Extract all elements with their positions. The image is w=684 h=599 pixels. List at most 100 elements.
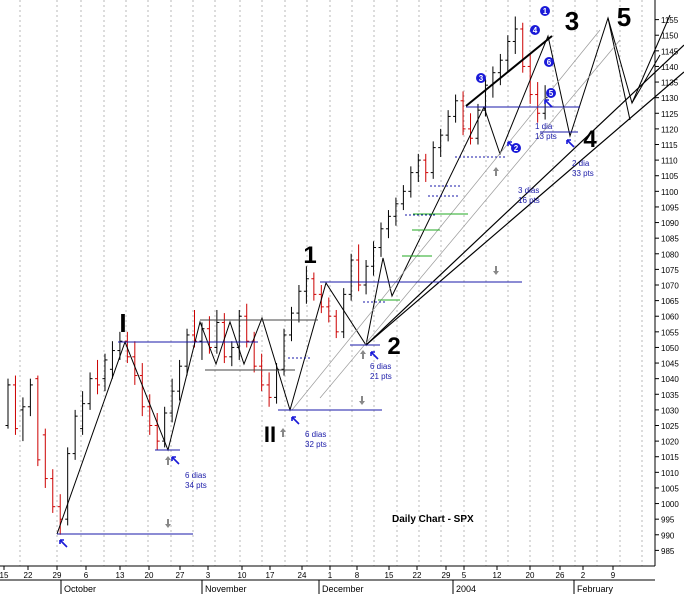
month-label-year-2004: 2004 <box>456 584 476 594</box>
circled-wave-text-3: 3 <box>479 74 484 83</box>
x-tick-label-6: 27 <box>176 571 185 580</box>
y-tick-label-26: 1115 <box>661 141 678 150</box>
y-tick-label-3: 1000 <box>661 500 679 509</box>
pointer-arrow-5 <box>544 99 553 108</box>
annotation-days-1: 6 dias <box>305 430 326 439</box>
trend-line-thin-b <box>319 39 621 399</box>
annotation-days-2: 6 dias <box>370 362 391 371</box>
y-tick-label-7: 1020 <box>661 438 679 447</box>
y-tick-label-18: 1075 <box>661 266 679 275</box>
y-tick-label-34: 1155 <box>661 16 679 25</box>
x-tick-label-15: 29 <box>442 571 451 580</box>
x-tick-label-17: 12 <box>493 571 502 580</box>
signal-arrow-up-5 <box>493 167 499 176</box>
y-tick-label-30: 1135 <box>661 79 679 88</box>
x-tick-label-9: 17 <box>266 571 275 580</box>
y-tick-label-21: 1090 <box>661 219 679 228</box>
x-tick-label-7: 3 <box>206 571 211 580</box>
y-tick-label-29: 1130 <box>661 94 679 103</box>
signal-arrow-down-4 <box>359 396 365 405</box>
x-tick-label-18: 20 <box>526 571 535 580</box>
x-tick-label-0: 15 <box>0 571 9 580</box>
annotation-points-5: 33 pts <box>572 169 594 178</box>
wave-label-2: II <box>264 422 276 447</box>
trend-line-thin-a <box>291 29 601 411</box>
y-tick-label-19: 1080 <box>661 250 679 259</box>
month-label-december: December <box>322 584 364 594</box>
y-tick-label-28: 1125 <box>661 110 679 119</box>
wave-label-1: I <box>119 308 126 338</box>
y-tick-label-31: 1140 <box>661 63 679 72</box>
channel-line-top <box>465 35 553 107</box>
circled-wave-6 <box>544 57 554 67</box>
x-tick-label-16: 5 <box>462 571 467 580</box>
wave-zigzag-path <box>56 14 671 535</box>
x-tick-label-11: 1 <box>328 571 333 580</box>
x-tick-label-13: 15 <box>385 571 394 580</box>
wave-label-4: 2 <box>387 333 400 360</box>
pointer-arrow-4 <box>507 141 516 150</box>
y-tick-label-22: 1095 <box>661 203 679 212</box>
y-tick-label-25: 1110 <box>661 157 678 166</box>
circled-wave-5 <box>546 88 556 98</box>
annotation-points-2: 21 pts <box>370 372 392 381</box>
y-tick-label-27: 1120 <box>661 125 679 134</box>
x-tick-label-20: 2 <box>581 571 586 580</box>
y-tick-label-32: 1145 <box>661 47 679 56</box>
month-label-november: November <box>205 584 247 594</box>
x-tick-label-1: 22 <box>24 571 33 580</box>
y-tick-label-9: 1030 <box>661 406 679 415</box>
x-tick-label-2: 29 <box>53 571 62 580</box>
signal-arrow-down-6 <box>493 266 499 275</box>
pointer-arrow-1 <box>171 456 180 465</box>
y-tick-label-17: 1070 <box>661 282 679 291</box>
y-tick-label-5: 1010 <box>661 469 679 478</box>
x-tick-label-4: 13 <box>116 571 125 580</box>
circled-wave-text-6: 6 <box>547 58 552 67</box>
circled-wave-1 <box>540 6 550 16</box>
circled-wave-4 <box>530 25 540 35</box>
y-tick-label-11: 1040 <box>661 375 679 384</box>
pointer-arrow-6 <box>566 139 575 148</box>
wave-label-5: 3 <box>565 6 579 36</box>
y-tick-label-33: 1150 <box>661 32 679 41</box>
y-tick-label-16: 1065 <box>661 297 679 306</box>
signal-arrow-up-0 <box>165 456 171 465</box>
x-tick-label-14: 22 <box>413 571 422 580</box>
x-tick-label-12: 8 <box>355 571 360 580</box>
y-tick-label-14: 1055 <box>661 328 679 337</box>
y-tick-label-6: 1015 <box>661 453 679 462</box>
y-tick-label-1: 990 <box>661 531 675 540</box>
annotation-days-4: 1 dia <box>535 122 553 131</box>
pointer-arrow-2 <box>291 416 300 425</box>
annotation-points-1: 32 pts <box>305 440 327 449</box>
trend-line-outer <box>365 44 684 346</box>
chart-title: Daily Chart - SPX <box>392 514 474 525</box>
y-tick-label-15: 1060 <box>661 313 679 322</box>
y-tick-label-24: 1105 <box>661 172 679 181</box>
pointer-arrow-3 <box>370 351 379 360</box>
circled-wave-text-4: 4 <box>533 26 538 35</box>
x-tick-label-19: 26 <box>556 571 565 580</box>
x-tick-label-10: 24 <box>298 571 307 580</box>
x-tick-label-5: 20 <box>145 571 154 580</box>
x-tick-label-8: 10 <box>238 571 247 580</box>
projection-line-a <box>607 17 631 121</box>
circled-wave-text-2: 2 <box>514 144 519 153</box>
circled-wave-3 <box>476 73 486 83</box>
y-tick-label-13: 1050 <box>661 344 679 353</box>
circled-wave-2 <box>511 143 521 153</box>
y-tick-label-0: 985 <box>661 547 675 556</box>
y-tick-label-12: 1045 <box>661 360 679 369</box>
circled-wave-text-1: 1 <box>543 7 548 16</box>
annotation-points-4: 13 pts <box>535 132 557 141</box>
signal-arrow-up-3 <box>360 350 366 359</box>
annotation-points-0: 34 pts <box>185 481 207 490</box>
annotation-points-3: 16 pts <box>518 196 540 205</box>
signal-arrow-up-2 <box>280 428 286 437</box>
y-tick-label-23: 1100 <box>661 188 679 197</box>
wave-label-3: 1 <box>303 242 316 269</box>
wave-label-7: 5 <box>617 2 631 32</box>
